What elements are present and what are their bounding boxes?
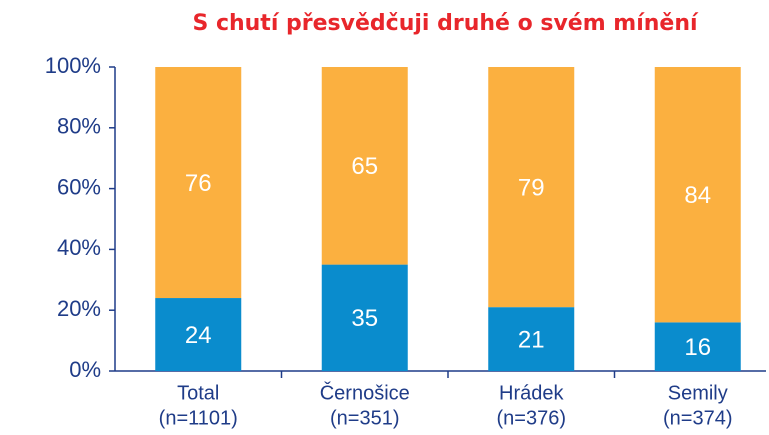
x-tick-label: (n=351) (330, 407, 400, 429)
bar-segment (654, 67, 741, 323)
x-tick-label: (n=374) (663, 407, 733, 429)
bar-segment (488, 67, 575, 308)
data-label: 24 (185, 322, 212, 349)
bar-segment (321, 264, 408, 371)
y-tick-label: 100% (45, 53, 101, 78)
bar-segment (155, 298, 242, 371)
data-label: 16 (684, 334, 711, 361)
x-tick-label: (n=1101) (159, 407, 238, 429)
y-tick-label: 20% (57, 296, 101, 321)
x-tick-label: Černošice (320, 381, 410, 404)
data-label: 21 (518, 326, 545, 353)
data-label: 65 (351, 153, 378, 180)
chart-title: S chutí přesvědčuji druhé o svém mínění (192, 11, 699, 36)
x-tick-label: (n=376) (497, 407, 567, 429)
data-label: 79 (518, 174, 545, 201)
bar-segment (321, 67, 408, 265)
x-tick-label: Semily (668, 382, 728, 404)
x-tick-label: Hrádek (499, 382, 564, 404)
bar-segment (155, 67, 242, 299)
y-tick-label: 80% (57, 114, 101, 139)
bar-segment (488, 307, 575, 371)
y-tick-label: 40% (57, 235, 101, 260)
y-tick-label: 60% (57, 174, 101, 199)
data-label: 84 (684, 182, 711, 209)
data-label: 76 (185, 170, 212, 197)
x-tick-label: Total (177, 382, 219, 404)
bar-segment (654, 322, 741, 371)
data-label: 35 (351, 305, 378, 332)
y-tick-label: 0% (69, 357, 101, 382)
